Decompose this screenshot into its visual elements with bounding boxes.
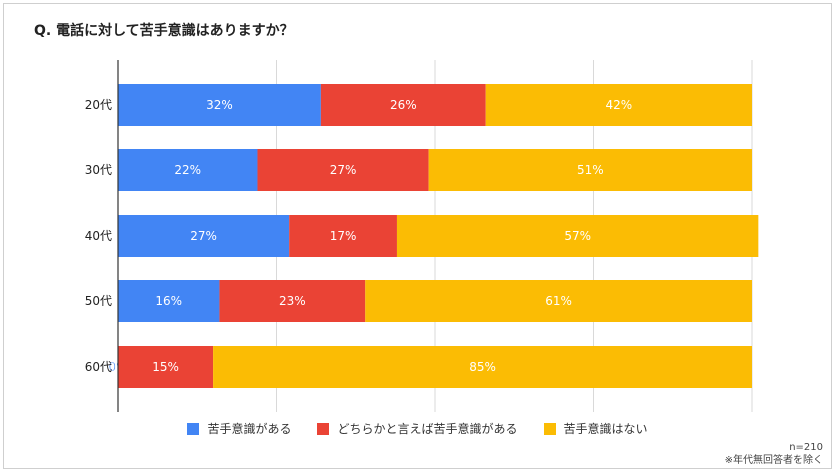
bar-segment (289, 215, 397, 257)
category-label: 30代 (85, 163, 112, 177)
data-label: 22% (174, 163, 201, 177)
data-label: 15% (152, 360, 179, 374)
bar-segment (118, 215, 290, 257)
bar-segment (396, 215, 759, 257)
data-label: 32% (206, 98, 233, 112)
bar-segment (485, 84, 752, 126)
bar-segment (428, 149, 752, 191)
legend-item: 苦手意識はない (543, 420, 648, 437)
legend-swatch (187, 422, 200, 435)
bar-segment (219, 280, 366, 322)
bar-segment (257, 149, 429, 191)
data-label: 26% (390, 98, 417, 112)
data-label: 23% (279, 294, 306, 308)
data-label: 27% (190, 229, 217, 243)
data-label: 27% (330, 163, 357, 177)
data-label: 61% (545, 294, 572, 308)
footnote: n=210 ※年代無回答者を除く (725, 441, 823, 467)
legend-label: 苦手意識はない (563, 422, 648, 436)
legend-item: 苦手意識がある (187, 420, 291, 437)
category-label: 60代 (85, 360, 112, 374)
data-label: 51% (577, 163, 604, 177)
legend-label: どちらかと言えば苦手意識がある (337, 422, 518, 436)
chart-frame (3, 3, 832, 469)
data-label: 85% (469, 360, 496, 374)
category-label: 40代 (85, 229, 112, 243)
data-label: 42% (606, 98, 633, 112)
data-label: 17% (330, 229, 357, 243)
exclusion-note: ※年代無回答者を除く (724, 455, 823, 466)
legend-swatch (543, 422, 556, 435)
bar-segment (320, 84, 486, 126)
data-label: 16% (155, 294, 182, 308)
sample-size: n=210 (789, 442, 823, 453)
category-label: 20代 (85, 98, 112, 112)
bar-segment (118, 149, 258, 191)
legend-swatch (317, 422, 330, 435)
bar-segment (365, 280, 752, 322)
legend-label: 苦手意識がある (207, 422, 292, 436)
bar-segment (118, 280, 220, 322)
bar-segment (213, 346, 753, 388)
bar-segment (118, 84, 321, 126)
data-label: 57% (564, 229, 591, 243)
legend: 苦手意識がある どちらかと言えば苦手意識がある 苦手意識はない (0, 420, 835, 437)
legend-item: どちらかと言えば苦手意識がある (317, 420, 518, 437)
bar-segment (118, 346, 214, 388)
category-label: 50代 (85, 294, 112, 308)
chart-title: Q. 電話に対して苦手意識はありますか？ (34, 23, 294, 39)
